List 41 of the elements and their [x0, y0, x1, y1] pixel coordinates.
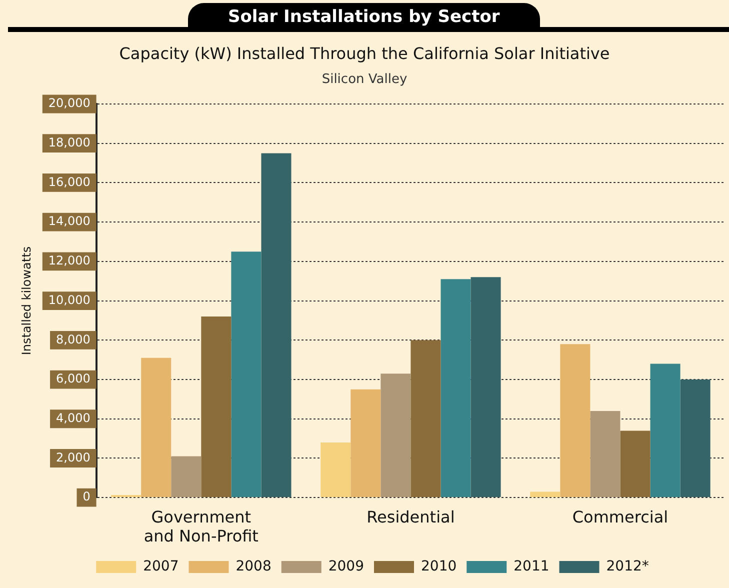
bar — [380, 374, 411, 498]
legend-label: 2007 — [143, 558, 179, 575]
chart-title: Solar Installations by Sector — [188, 3, 540, 29]
y-tick-label: 0 — [82, 490, 90, 504]
y-tick-label: 20,000 — [48, 96, 90, 110]
legend-label: 2011 — [514, 558, 550, 575]
bar — [590, 411, 620, 498]
x-tick-label: Residential — [366, 507, 455, 526]
bar — [261, 153, 292, 498]
bar — [231, 252, 262, 498]
bar — [201, 316, 232, 498]
bar — [470, 277, 501, 498]
y-axis-title: Installed kilowatts — [19, 246, 34, 356]
bar — [320, 442, 351, 498]
legend-label: 2009 — [328, 558, 364, 575]
bar — [680, 380, 710, 498]
x-tick-label: Commercial — [572, 507, 668, 526]
y-tick-label: 4,000 — [56, 411, 90, 426]
y-tick-label: 16,000 — [48, 174, 90, 189]
bar — [560, 344, 590, 498]
legend-label: 2010 — [421, 558, 457, 575]
y-tick-label: 8,000 — [56, 332, 90, 346]
chart-subtitle: Capacity (kW) Installed Through the California Solar Initiative — [118, 44, 611, 63]
bar — [440, 279, 471, 498]
bar — [410, 340, 441, 498]
y-tick-label: 12,000 — [48, 254, 90, 268]
y-tick-label: 14,000 — [48, 214, 90, 228]
y-tick-label: 10,000 — [48, 292, 90, 307]
text: Silicon Valley — [320, 72, 408, 87]
y-tick-label: 6,000 — [56, 372, 90, 386]
x-tick-label: Government and Non-Profit — [144, 507, 258, 546]
y-tick-label: 2,000 — [56, 450, 90, 464]
legend-label: 2012* — [606, 558, 649, 575]
bar — [620, 430, 650, 498]
bar — [530, 492, 560, 498]
bar — [141, 358, 172, 498]
legend-label: 2008 — [236, 558, 272, 575]
bar — [350, 389, 381, 498]
y-tick-label: 18,000 — [48, 135, 90, 150]
bar — [650, 364, 680, 498]
bar — [171, 456, 202, 498]
